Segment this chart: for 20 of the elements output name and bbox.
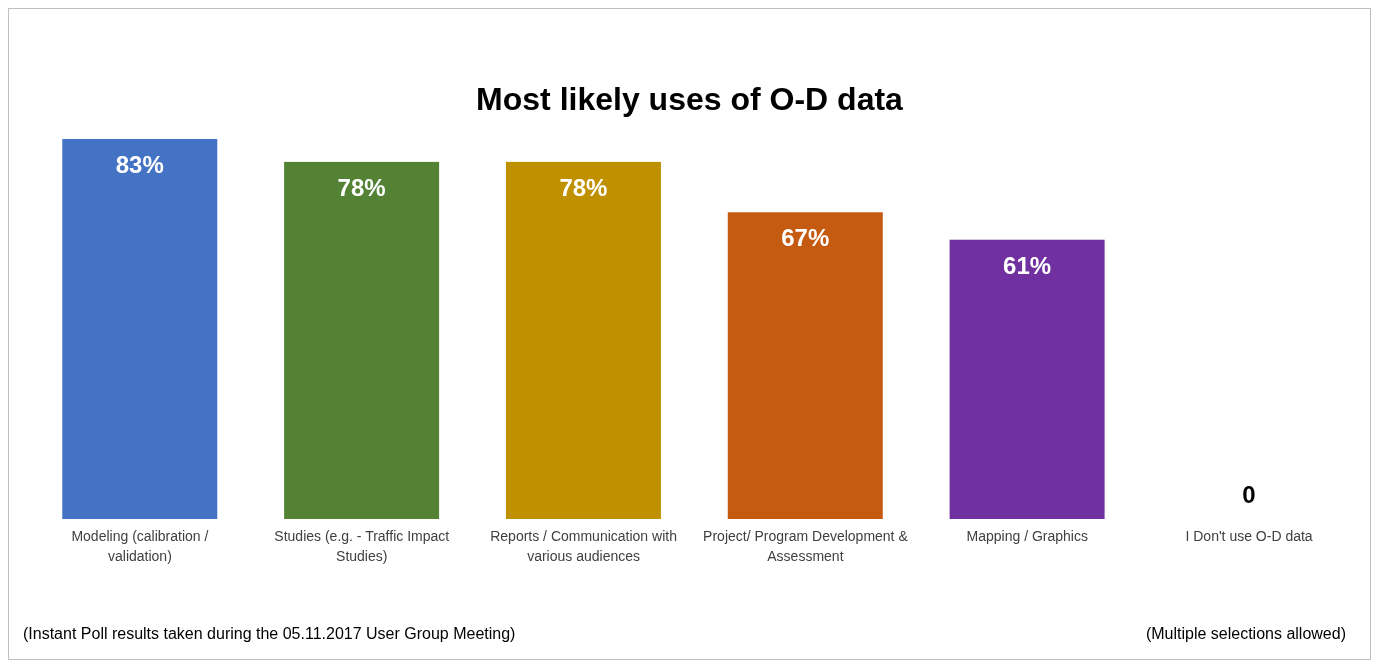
text: (Instant Poll results taken during the 05.11.2017 User Group Meeting) (23, 625, 516, 643)
data-label: 0 (1242, 481, 1256, 508)
x-tick-label: Mapping / Graphics (966, 528, 1088, 544)
data-label: 83% (115, 151, 164, 178)
bar (62, 139, 218, 519)
x-tick-label: Project/ Program Development & Assessment (703, 528, 909, 564)
data-label: 67% (781, 224, 830, 252)
bar (284, 161, 440, 519)
x-tick-label: I Don't use O-D data (1185, 528, 1313, 544)
bar (727, 212, 883, 519)
chart-title: Most likely uses of O-D data (475, 81, 904, 118)
x-tick-label: Studies (e.g. - Traffic Impact Studies) (274, 528, 450, 564)
bar (505, 161, 661, 519)
data-label: 78% (559, 173, 608, 201)
text: (Multiple selections allowed) (1145, 625, 1346, 643)
data-label: 78% (337, 173, 386, 201)
x-tick-label: Reports / Communication with various audiences (490, 528, 677, 564)
x-tick-label: Modeling (calibration / validation) (71, 528, 209, 564)
bar (949, 239, 1105, 519)
data-label: 61% (1003, 251, 1052, 279)
